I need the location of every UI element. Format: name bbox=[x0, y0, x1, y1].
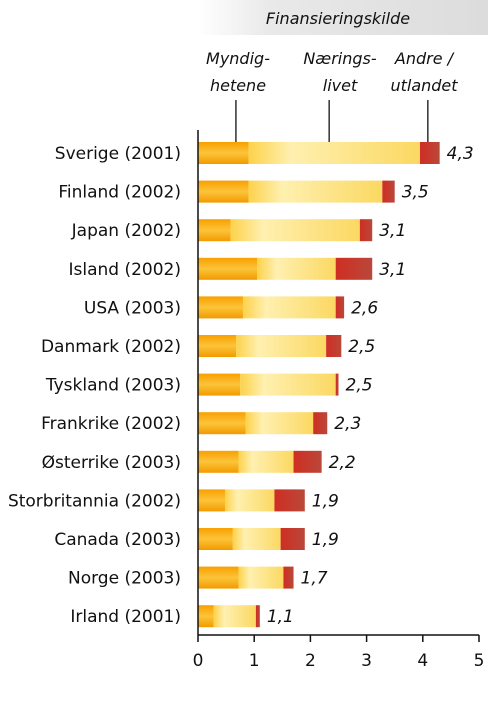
bar-segment-myndighetene bbox=[198, 566, 239, 589]
bar-segment-andre-utlandet bbox=[335, 373, 339, 396]
total-label: 3,1 bbox=[379, 260, 406, 280]
series-header-label: Andre / bbox=[394, 49, 455, 68]
bar-segment-andre-utlandet bbox=[280, 528, 305, 550]
chart-title: Finansieringskilde bbox=[266, 9, 410, 28]
category-label: Canada (2003) bbox=[54, 530, 181, 550]
category-label: Danmark (2002) bbox=[41, 337, 181, 357]
bar-segment-myndighetene bbox=[198, 450, 239, 473]
total-label: 1,1 bbox=[267, 607, 294, 627]
category-label: Storbritannia (2002) bbox=[8, 491, 181, 511]
category-label: Østerrike (2003) bbox=[42, 453, 181, 473]
bar-segment-myndighetene bbox=[198, 142, 249, 164]
category-label: Tyskland (2003) bbox=[45, 376, 181, 396]
bar-segment-myndighetene bbox=[198, 296, 243, 319]
bar-segment-andre-utlandet bbox=[313, 412, 328, 435]
bar-segment-andre-utlandet bbox=[335, 257, 373, 280]
bar-segment-myndighetene bbox=[198, 180, 249, 203]
bar-segment-naeringslivet bbox=[248, 142, 420, 164]
bar-segment-naeringslivet bbox=[230, 219, 360, 242]
series-header-label: livet bbox=[323, 76, 358, 95]
bar-segment-andre-utlandet bbox=[359, 219, 373, 242]
category-label: Island (2002) bbox=[68, 260, 181, 280]
bar-segment-andre-utlandet bbox=[382, 180, 395, 203]
series-header-label: Myndig- bbox=[206, 49, 270, 68]
x-tick-label: 3 bbox=[361, 651, 372, 671]
total-label: 2,6 bbox=[351, 298, 378, 318]
bars: Sverige (2001) 4,3 Finland (2002) 3,5 Japan … bbox=[8, 142, 474, 628]
total-label: 2,2 bbox=[329, 453, 356, 473]
category-label: Japan (2002) bbox=[71, 221, 181, 241]
bar-segment-andre-utlandet bbox=[293, 450, 322, 473]
bar-segment-andre-utlandet bbox=[283, 566, 294, 589]
total-label: 2,5 bbox=[346, 376, 373, 396]
bar-segment-myndighetene bbox=[198, 219, 231, 242]
bar-segment-naeringslivet bbox=[213, 605, 256, 628]
bar-segment-myndighetene bbox=[198, 335, 237, 357]
total-label: 4,3 bbox=[447, 144, 474, 164]
bar-segment-naeringslivet bbox=[232, 528, 281, 550]
bar-segment-andre-utlandet bbox=[335, 296, 345, 319]
x-tick-label: 1 bbox=[249, 651, 260, 671]
bar-segment-naeringslivet bbox=[238, 566, 284, 589]
series-header-label: Nærings- bbox=[303, 49, 377, 68]
bar-segment-naeringslivet bbox=[240, 373, 336, 396]
bar-segment-myndighetene bbox=[198, 373, 241, 396]
series-headers: Myndig-hetene Nærings-livet Andre / utlande… bbox=[206, 49, 458, 147]
category-label: Irland (2001) bbox=[70, 607, 181, 627]
bar-segment-myndighetene bbox=[198, 605, 214, 628]
x-tick-label: 5 bbox=[474, 651, 485, 671]
x-tick-label: 0 bbox=[193, 651, 204, 671]
total-label: 2,5 bbox=[348, 337, 375, 357]
total-label: 2,3 bbox=[334, 414, 361, 434]
bar-segment-andre-utlandet bbox=[419, 142, 440, 164]
category-label: USA (2003) bbox=[84, 298, 181, 318]
bar-segment-andre-utlandet bbox=[274, 489, 305, 512]
bar-segment-naeringslivet bbox=[257, 257, 336, 280]
bar-segment-naeringslivet bbox=[248, 180, 383, 203]
total-label: 1,9 bbox=[312, 530, 339, 550]
series-header-label: utlandet bbox=[390, 76, 458, 95]
total-label: 1,9 bbox=[312, 491, 339, 511]
category-label: Norge (2003) bbox=[68, 569, 181, 589]
bar-segment-naeringslivet bbox=[242, 296, 336, 319]
series-header-label: hetene bbox=[210, 76, 266, 95]
bar-segment-naeringslivet bbox=[236, 335, 327, 357]
x-axis: 0 1 2 3 4 5 bbox=[193, 130, 485, 671]
bar-segment-naeringslivet bbox=[224, 489, 275, 512]
bar-segment-myndighetene bbox=[198, 412, 246, 435]
category-label: Finland (2002) bbox=[58, 183, 181, 203]
x-tick-label: 2 bbox=[305, 651, 316, 671]
bar-segment-andre-utlandet bbox=[255, 605, 260, 628]
total-label: 1,7 bbox=[301, 569, 328, 589]
bar-segment-naeringslivet bbox=[245, 412, 314, 435]
category-label: Frankrike (2002) bbox=[41, 414, 181, 434]
total-label: 3,5 bbox=[402, 183, 429, 203]
bar-segment-myndighetene bbox=[198, 257, 258, 280]
x-tick-label: 4 bbox=[417, 651, 428, 671]
bar-segment-myndighetene bbox=[198, 528, 233, 550]
bar-segment-myndighetene bbox=[198, 489, 225, 512]
bar-segment-andre-utlandet bbox=[326, 335, 342, 357]
total-label: 3,1 bbox=[379, 221, 406, 241]
bar-segment-naeringslivet bbox=[238, 450, 294, 473]
title-banner bbox=[198, 0, 488, 35]
category-label: Sverige (2001) bbox=[55, 144, 181, 164]
